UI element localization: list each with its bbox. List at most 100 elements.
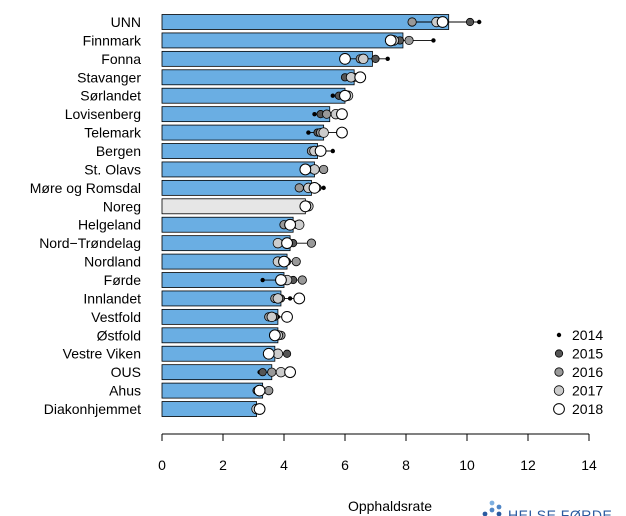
- point-2014: [330, 148, 335, 154]
- bar-vestre-viken: [161, 345, 276, 362]
- category-label: Diakonhjemmet: [44, 401, 141, 417]
- category-label: Stavanger: [77, 69, 141, 85]
- x-axis: 0 2 4 6 8 10 12 14: [158, 433, 597, 473]
- bar-helgeland: [161, 216, 294, 233]
- point-2018: [262, 347, 275, 360]
- point-2018: [293, 292, 306, 305]
- category-label: Østfold: [97, 327, 141, 343]
- logo-dot-icon: [489, 507, 495, 513]
- point-2018: [336, 126, 348, 139]
- point-2014: [312, 111, 317, 117]
- point-2018: [436, 16, 449, 28]
- category-label: Finnmark: [83, 32, 142, 48]
- x-tick-label: 14: [581, 457, 597, 473]
- logo-dot-icon: [489, 500, 495, 506]
- category-label: Lovisenberg: [65, 106, 141, 122]
- points-group: [251, 16, 482, 415]
- legend-label: 2017: [572, 383, 603, 399]
- logo-dot-icon: [496, 511, 502, 516]
- point-2014: [330, 93, 335, 98]
- bar-finnmark: [161, 32, 404, 49]
- legend-label: 2018: [572, 401, 603, 417]
- point-2018: [299, 163, 312, 176]
- point-2014: [260, 277, 265, 283]
- bar-diakonhjemmet: [161, 401, 257, 417]
- point-2018: [281, 237, 293, 250]
- point-2014: [477, 19, 482, 25]
- point-2016: [264, 385, 274, 396]
- legend-label: 2015: [572, 346, 603, 362]
- point-2014: [306, 130, 311, 135]
- point-2015: [371, 54, 380, 63]
- point-2017: [272, 293, 284, 304]
- category-label: Fonna: [101, 51, 141, 67]
- category-label: Noreg: [103, 198, 141, 214]
- point-2016: [306, 238, 317, 248]
- x-tick-label: 0: [158, 457, 166, 473]
- category-label: UNN: [111, 14, 141, 30]
- legend: 2014 2015 2016 2017 2018: [553, 327, 603, 417]
- bar-noreg: [161, 198, 306, 215]
- point-2018: [339, 52, 351, 65]
- point-2018: [384, 34, 397, 47]
- x-axis-title: Opphaldsrate: [348, 498, 432, 514]
- point-2018: [278, 255, 290, 268]
- point-2018: [284, 366, 297, 379]
- category-labels: UNN Finnmark Fonna Stavanger Sørlandet Lovise…: [30, 14, 142, 417]
- category-label: Bergen: [96, 143, 141, 159]
- point-2016: [267, 367, 277, 377]
- bar-møre-og-romsdal: [161, 179, 312, 196]
- bar-vestfold: [161, 308, 279, 325]
- category-label: St. Olavs: [84, 161, 141, 177]
- bar-telemark: [161, 124, 325, 141]
- bar-ous: [161, 364, 273, 381]
- bar-østfold: [161, 327, 279, 344]
- category-label: Helgeland: [78, 217, 141, 233]
- bar-innlandet: [161, 290, 282, 307]
- point-2018: [268, 329, 281, 342]
- x-tick-label: 12: [520, 457, 536, 473]
- logo-text: HELSE FØRDE: [508, 507, 612, 516]
- point-2016: [322, 109, 332, 119]
- x-tick-label: 4: [280, 457, 288, 473]
- bar-st-olavs: [161, 161, 315, 178]
- bar-stavanger: [161, 69, 355, 86]
- helse-forde-logo: HELSE FØRDE: [482, 500, 612, 516]
- point-2015: [258, 368, 267, 377]
- point-2018: [354, 71, 367, 84]
- x-tick-label: 10: [459, 457, 475, 473]
- point-2017: [358, 53, 369, 65]
- point-2015: [465, 17, 475, 27]
- legend-marker-2017: [553, 385, 565, 396]
- point-2016: [319, 164, 329, 175]
- point-2016: [294, 183, 304, 193]
- bar-lovisenberg: [161, 106, 331, 123]
- point-2018: [275, 274, 287, 286]
- category-label: Innlandet: [83, 290, 141, 306]
- point-2018: [308, 181, 321, 194]
- category-label: Sørlandet: [80, 88, 141, 104]
- point-2017: [266, 311, 278, 323]
- point-2016: [404, 35, 414, 46]
- legend-marker-2015: [554, 349, 564, 358]
- legend-marker-2018: [553, 403, 565, 415]
- legend-marker-2016: [554, 367, 564, 377]
- legend-marker-2014: [556, 332, 562, 338]
- category-label: Telemark: [84, 125, 142, 141]
- bars-group: [161, 14, 450, 417]
- bar-bergen: [161, 143, 318, 159]
- category-label: Vestfold: [91, 309, 141, 325]
- category-label: Førde: [104, 272, 142, 288]
- point-2018: [253, 403, 266, 415]
- category-label: Nord−Trøndelag: [39, 235, 141, 251]
- x-tick-label: 2: [219, 457, 227, 473]
- point-2015: [282, 349, 292, 358]
- x-tick-label: 8: [402, 457, 410, 473]
- point-2018: [339, 89, 351, 102]
- point-2016: [407, 17, 417, 27]
- point-2016: [297, 275, 307, 285]
- bar-nord-trøndelag: [161, 235, 291, 252]
- point-2018: [299, 200, 312, 213]
- point-2014: [287, 296, 293, 301]
